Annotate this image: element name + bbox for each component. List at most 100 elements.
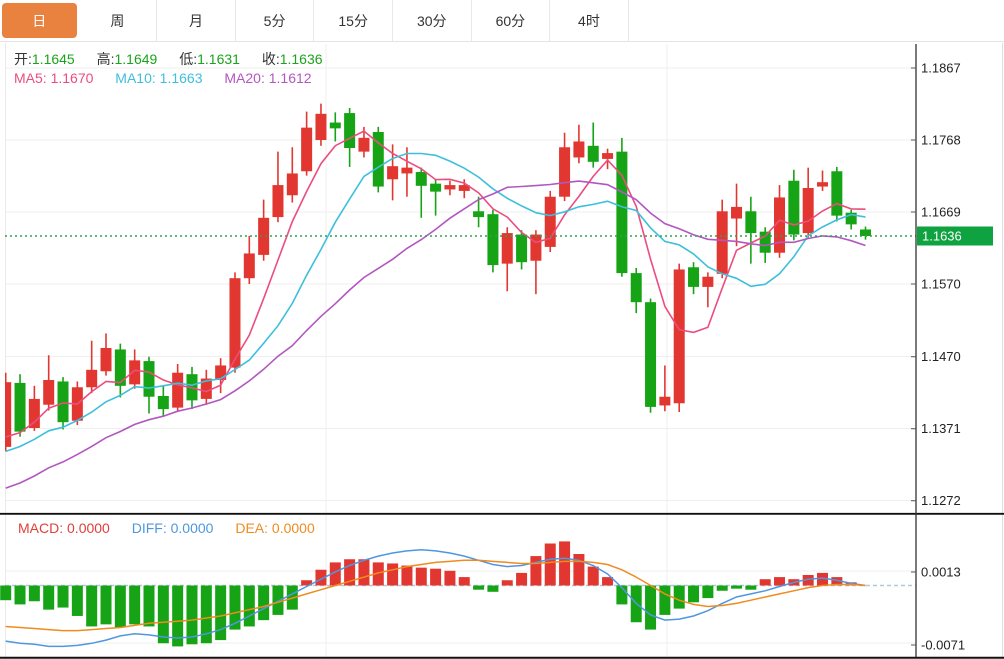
- diff-label: DIFF:: [131, 520, 167, 536]
- macd-bar: [401, 565, 413, 586]
- macd-bar: [315, 569, 327, 586]
- macd-bar: [129, 585, 141, 625]
- price-axis-labels: 1.1867 1.1768 1.1669 1.1570 1.1470 1.1371 1.12…: [911, 61, 965, 653]
- tab-period-1[interactable]: 周: [78, 0, 158, 41]
- ma20-value: 1.1612: [268, 70, 312, 86]
- ma-readout: MA5: 1.1670 MA10: 1.1663 MA20: 1.1612: [14, 70, 330, 86]
- price-axis-label: 1.1570: [921, 276, 961, 291]
- ma10-label: MA10:: [115, 70, 156, 86]
- candle-body: [344, 113, 356, 148]
- candle-body: [544, 196, 556, 247]
- ma20-line: [5, 180, 866, 489]
- macd-bar: [587, 566, 599, 586]
- macd-bar: [258, 585, 270, 621]
- macd-bar: [774, 577, 786, 586]
- macd-bar: [301, 580, 313, 586]
- macd-bar: [673, 585, 685, 609]
- candle-body: [616, 151, 628, 274]
- macd-bar: [602, 577, 614, 586]
- macd-bar: [544, 543, 556, 586]
- candle-body: [229, 278, 241, 368]
- macd-bar: [688, 585, 700, 603]
- diff-line: [5, 549, 866, 648]
- candle-body: [559, 147, 571, 197]
- macd-bar: [831, 577, 843, 586]
- candle-body: [28, 398, 40, 428]
- ma10-value: 1.1663: [159, 70, 203, 86]
- tab-period-7[interactable]: 4时: [550, 0, 629, 41]
- candle-body: [802, 187, 814, 234]
- grid-lines: [5, 43, 1003, 657]
- candle-body: [688, 267, 700, 287]
- candle-body: [358, 137, 370, 152]
- macd-bar: [172, 585, 184, 647]
- candle-body: [258, 217, 270, 255]
- macd-bar: [157, 585, 169, 644]
- candle-body: [501, 233, 513, 264]
- current-price-tag: 1.1636: [917, 226, 993, 246]
- macd-bar: [702, 585, 714, 599]
- macd-bar: [114, 585, 126, 628]
- diff-value: 0.0000: [170, 520, 214, 536]
- candle-body: [444, 185, 456, 190]
- tab-period-5[interactable]: 30分: [392, 0, 472, 41]
- candle-body: [286, 173, 298, 196]
- macd-bar: [329, 562, 341, 586]
- ma20-label: MA20:: [224, 70, 265, 86]
- price-axis-label: 1.1371: [921, 421, 961, 436]
- macd-bar: [759, 579, 771, 586]
- candle-body: [817, 182, 829, 187]
- tab-period-6[interactable]: 60分: [471, 0, 551, 41]
- candle-body: [659, 396, 671, 406]
- open-label: 开:: [14, 51, 32, 67]
- macd-bar: [143, 585, 155, 627]
- macd-bar: [358, 559, 370, 586]
- tab-period-0[interactable]: 日: [2, 3, 77, 38]
- candle-body: [200, 378, 212, 399]
- macd-readout: MACD: 0.0000 DIFF: 0.0000 DEA: 0.0000: [18, 520, 333, 536]
- macd-bar: [272, 585, 284, 615]
- tab-period-2[interactable]: 月: [157, 0, 236, 41]
- macd-axis-label: -0.0071: [921, 638, 965, 653]
- high-value: 1.1649: [114, 51, 158, 67]
- macd-bar: [745, 585, 757, 590]
- price-axis-label: 1.1669: [921, 204, 961, 219]
- dea-label: DEA:: [235, 520, 269, 536]
- macd-bar: [473, 585, 485, 590]
- candle-body: [731, 206, 743, 219]
- candle-body: [487, 214, 499, 266]
- candle-body: [716, 211, 728, 274]
- macd-bar: [659, 585, 671, 615]
- tab-period-3[interactable]: 5分: [235, 0, 315, 41]
- low-label: 低:: [179, 51, 198, 67]
- candle-body: [301, 127, 313, 172]
- candle-body: [845, 212, 857, 225]
- candle-body: [745, 211, 757, 234]
- candle-body: [530, 234, 542, 261]
- candle-body: [430, 183, 442, 192]
- dea-line: [5, 559, 866, 632]
- price-axis-label: 1.1470: [921, 349, 961, 364]
- macd-bar: [802, 575, 814, 586]
- macd-bar: [229, 585, 241, 630]
- ohlc-readout: 开:1.1645 高:1.1649 低:1.1631 收:1.1636: [14, 49, 341, 69]
- candle-body: [645, 302, 657, 407]
- ma5-value: 1.1670: [50, 70, 94, 86]
- macd-bar: [215, 585, 227, 641]
- close-value: 1.1636: [279, 51, 323, 67]
- candle-body: [516, 234, 528, 263]
- macd-bar: [344, 559, 356, 586]
- macd-bar: [186, 585, 198, 645]
- macd-bar: [57, 585, 69, 608]
- open-value: 1.1645: [31, 51, 75, 67]
- tab-period-4[interactable]: 15分: [314, 0, 393, 41]
- candle-body: [272, 185, 284, 218]
- candle-body: [114, 349, 126, 386]
- macd-bar: [86, 585, 98, 627]
- macd-bar: [645, 585, 657, 630]
- candle-body: [759, 231, 771, 253]
- macd-label: MACD:: [18, 520, 64, 536]
- macd-bar: [501, 580, 513, 586]
- candle-body: [774, 197, 786, 253]
